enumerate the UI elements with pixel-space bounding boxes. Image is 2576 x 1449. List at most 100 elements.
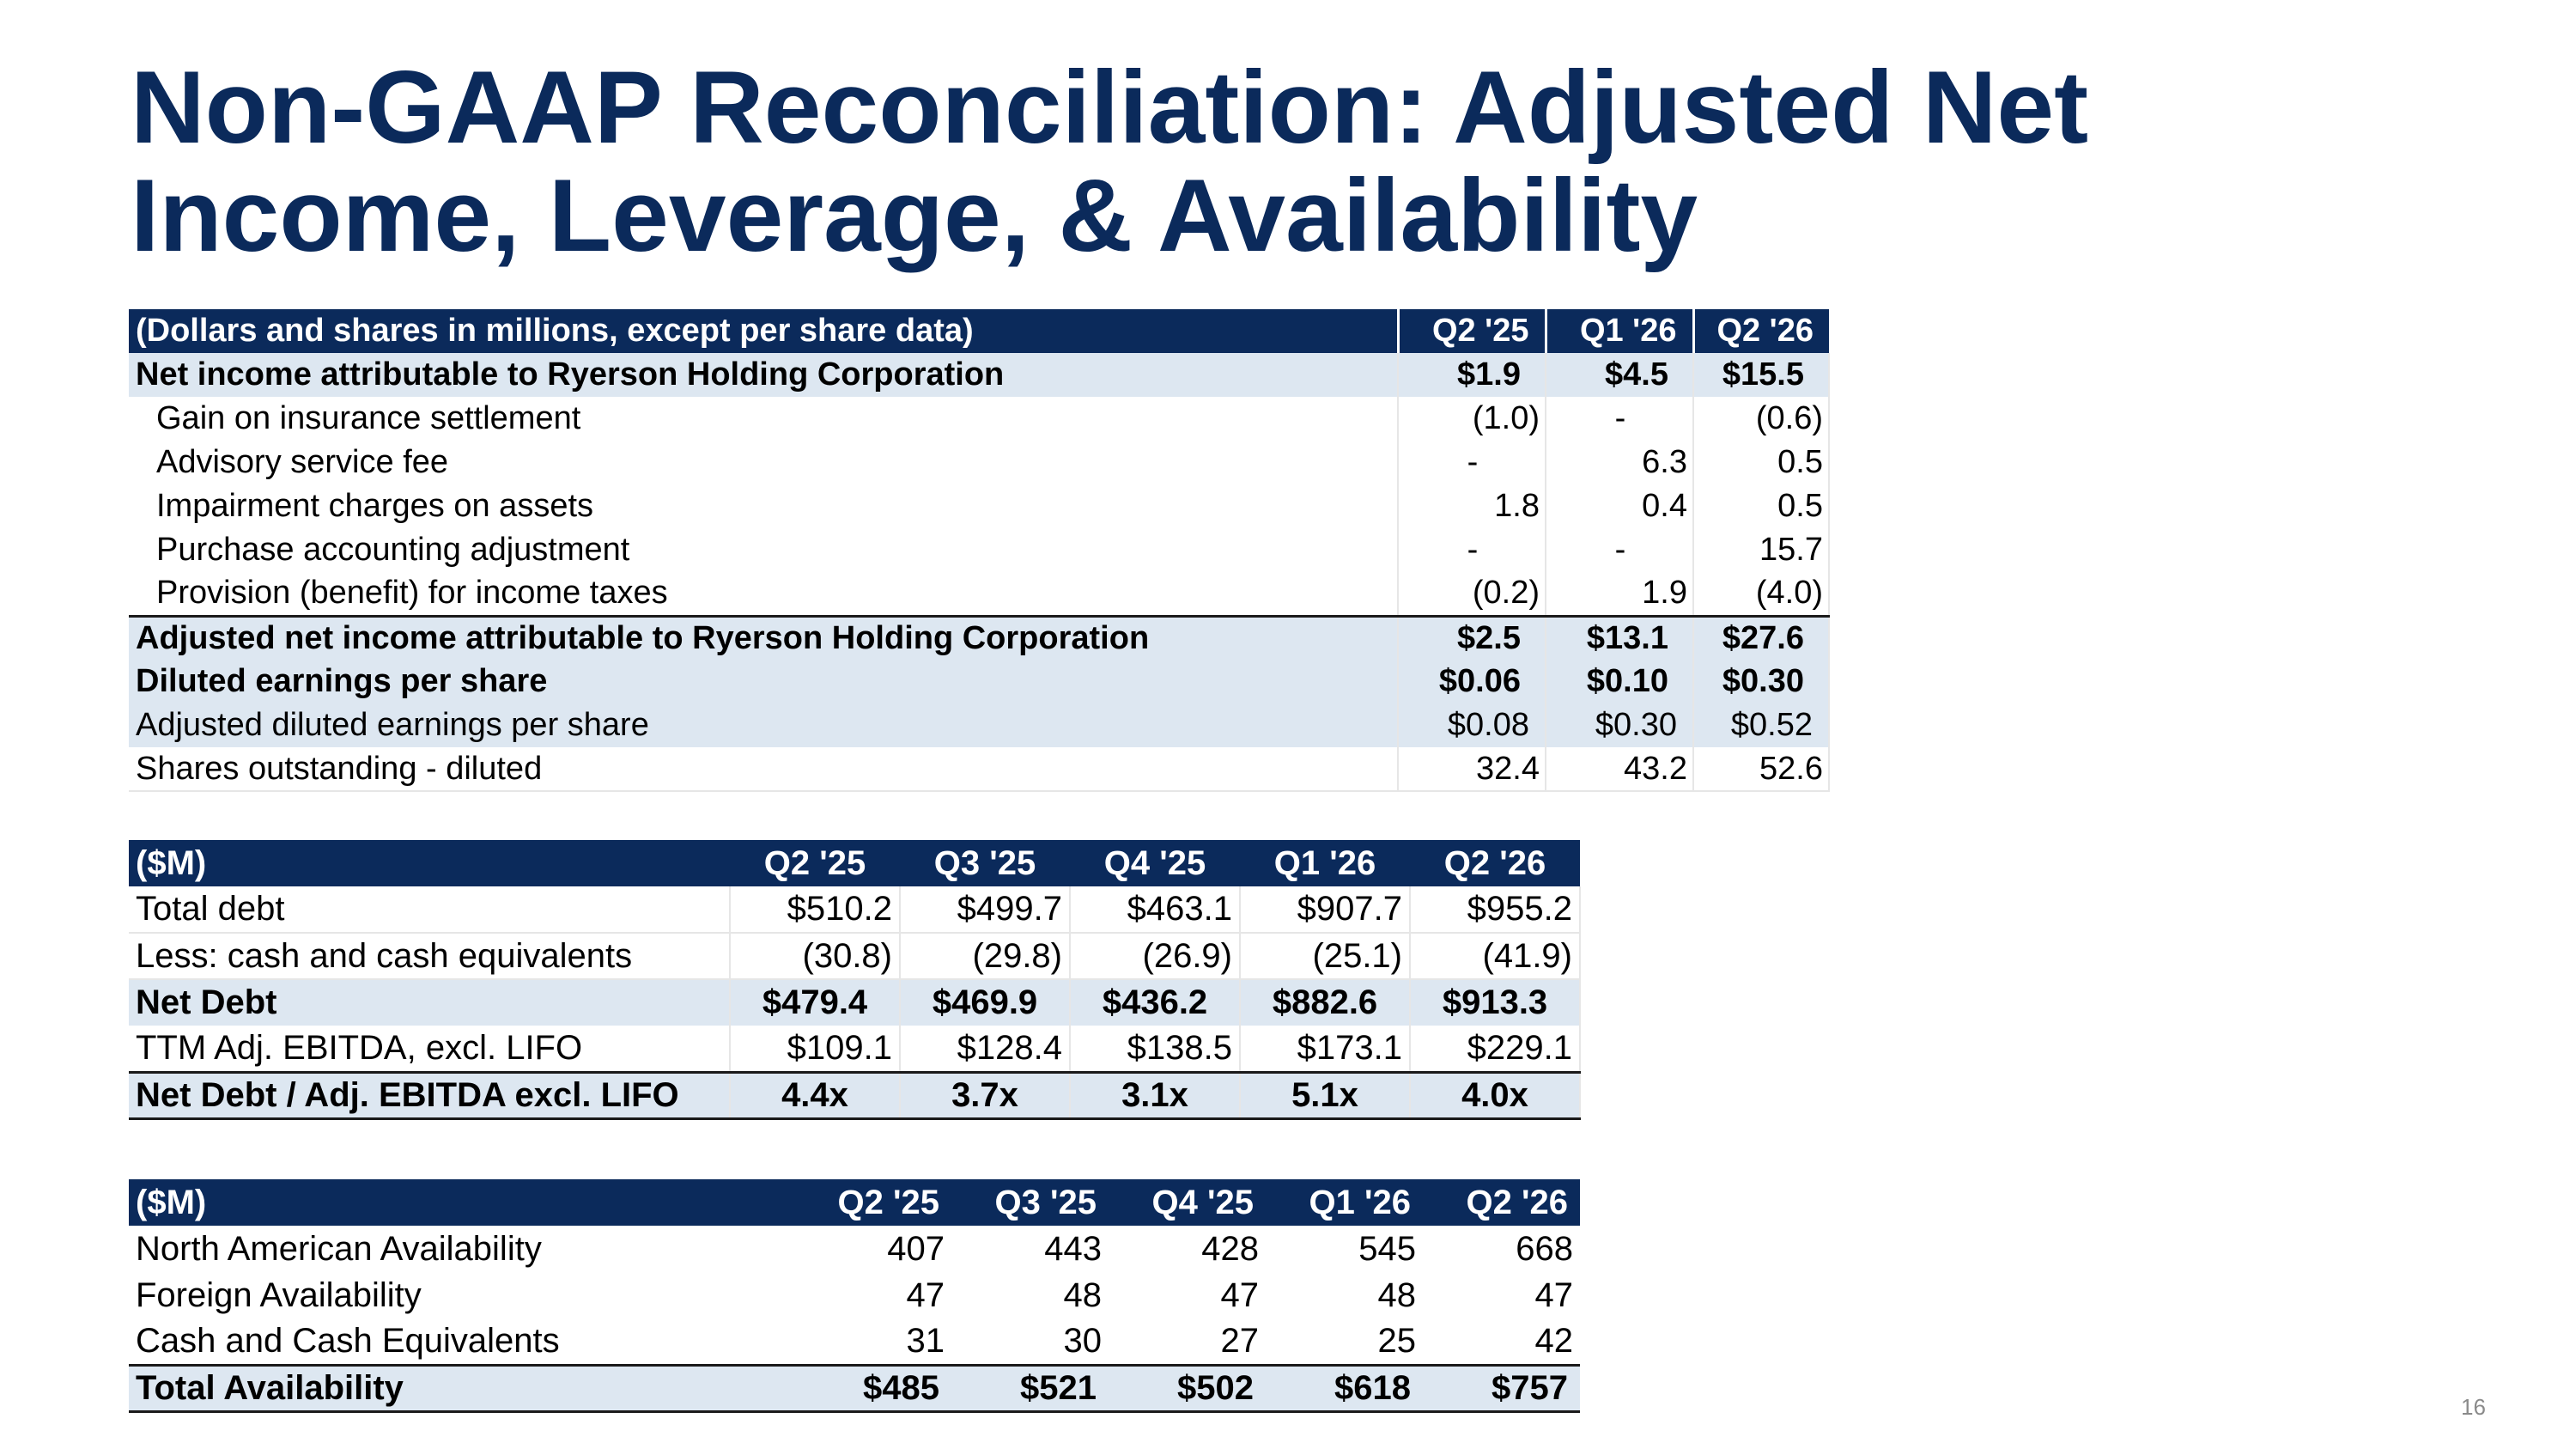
cell-value: 32.4	[1398, 747, 1546, 792]
table-row: North American Availability 407 443 428 …	[129, 1226, 1580, 1272]
adjusted-net-income-table: (Dollars and shares in millions, except …	[129, 309, 1830, 792]
row-label: Less: cash and cash equivalents	[129, 933, 731, 980]
header-cell-label: ($M)	[129, 1179, 794, 1226]
cell-value: $2.5	[1398, 614, 1546, 660]
table-row: Cash and Cash Equivalents 31 30 27 25 42	[129, 1318, 1580, 1365]
cell-value: $882.6	[1240, 979, 1411, 1026]
header-cell-label: (Dollars and shares in millions, except …	[129, 309, 1400, 353]
header-cell-q1-26: Q1 '26	[1546, 309, 1695, 353]
table-row: Less: cash and cash equivalents (30.8) (…	[129, 933, 1581, 980]
cell-value: 25	[1377, 1321, 1417, 1360]
cell-value: $463.1	[1070, 886, 1241, 934]
cell-value: (4.0)	[1693, 572, 1830, 616]
header-cell-q2-25: Q2 '25	[794, 1179, 951, 1226]
cell-value: 0.5	[1693, 484, 1830, 528]
cell-value: 1.9	[1546, 572, 1694, 616]
table-row: Advisory service fee - 6.3 0.5	[129, 441, 1830, 484]
cell-value: (30.8)	[730, 933, 901, 980]
cell-value: $0.52	[1693, 703, 1830, 747]
cell-value: $0.08	[1398, 703, 1546, 747]
table-row: Total debt $510.2 $499.7 $463.1 $907.7 $…	[129, 886, 1581, 934]
cell-value: (0.6)	[1693, 397, 1830, 441]
header-cell-q2-26: Q2 '26	[1423, 1179, 1580, 1226]
cell-value: 30	[1063, 1321, 1103, 1360]
cell-value: $1.9	[1398, 353, 1546, 397]
cell-value: $436.2	[1070, 979, 1241, 1026]
cell-value: 6.3	[1546, 441, 1694, 484]
cell-value: 4.4x	[730, 1070, 901, 1120]
table-header-row: (Dollars and shares in millions, except …	[129, 309, 1829, 353]
cell-value: 3.1x	[1070, 1070, 1241, 1120]
cell-value: (0.2)	[1398, 572, 1546, 616]
table-row: Net income attributable to Ryerson Holdi…	[129, 353, 1830, 397]
table-row: Purchase accounting adjustment - - 15.7	[129, 528, 1830, 572]
cell-value: $907.7	[1240, 886, 1411, 934]
row-label: Gain on insurance settlement	[129, 397, 1399, 441]
cell-value: $13.1	[1546, 614, 1694, 660]
header-cell-q2-26: Q2 '26	[1410, 840, 1580, 886]
cell-value: $138.5	[1070, 1026, 1241, 1073]
cell-value: $502	[1109, 1363, 1266, 1413]
cell-value: 3.7x	[900, 1070, 1071, 1120]
header-cell-q2-26: Q2 '26	[1693, 309, 1829, 353]
row-label: Adjusted net income attributable to Ryer…	[129, 614, 1399, 660]
cell-value: 42	[1534, 1321, 1574, 1360]
cell-value: 15.7	[1693, 528, 1830, 572]
cell-value: 43.2	[1546, 747, 1694, 792]
cell-value: $479.4	[730, 979, 901, 1026]
header-cell-q1-26: Q1 '26	[1266, 1179, 1423, 1226]
table-row: Total Availability $485 $521 $502 $618 $…	[129, 1363, 1580, 1413]
cell-value: $15.5	[1693, 353, 1830, 397]
cell-value: 47	[906, 1275, 945, 1314]
row-label: Net Debt	[129, 979, 731, 1026]
cell-value: $229.1	[1410, 1026, 1581, 1073]
cell-value: $4.5	[1546, 353, 1694, 397]
leverage-table: ($M) Q2 '25 Q3 '25 Q4 '25 Q1 '26 Q2 '26 …	[129, 840, 1581, 1120]
row-label: Shares outstanding - diluted	[129, 747, 1399, 792]
table-row: Foreign Availability 47 48 47 48 47	[129, 1272, 1580, 1318]
header-cell-q2-25: Q2 '25	[1398, 309, 1547, 353]
row-label: Advisory service fee	[129, 441, 1399, 484]
row-label: Provision (benefit) for income taxes	[129, 572, 1399, 616]
cell-value: 668	[1516, 1229, 1573, 1268]
cell-value: 443	[1044, 1229, 1102, 1268]
table-row: Provision (benefit) for income taxes (0.…	[129, 572, 1830, 616]
cell-value: (1.0)	[1398, 397, 1546, 441]
header-cell-q1-26: Q1 '26	[1240, 840, 1410, 886]
cell-value: 0.4	[1546, 484, 1694, 528]
cell-value: $0.06	[1398, 660, 1546, 703]
row-label: Foreign Availability	[136, 1275, 422, 1314]
cell-value: $913.3	[1410, 979, 1581, 1026]
row-label: Total Availability	[129, 1363, 794, 1413]
cell-value: 31	[906, 1321, 945, 1360]
table-row: Gain on insurance settlement (1.0) - (0.…	[129, 397, 1830, 441]
table-header-row: ($M) Q2 '25 Q3 '25 Q4 '25 Q1 '26 Q2 '26	[129, 1179, 1580, 1226]
row-label: Adjusted diluted earnings per share	[129, 703, 1399, 747]
cell-value: -	[1546, 528, 1694, 572]
cell-value: $27.6	[1693, 614, 1830, 660]
cell-value: (26.9)	[1070, 933, 1241, 980]
cell-value: 27	[1220, 1321, 1260, 1360]
cell-value: 407	[887, 1229, 945, 1268]
cell-value: $0.30	[1546, 703, 1694, 747]
table-row: Impairment charges on assets 1.8 0.4 0.5	[129, 484, 1830, 528]
header-cell-q2-25: Q2 '25	[730, 840, 900, 886]
row-label: Impairment charges on assets	[129, 484, 1399, 528]
cell-value: 47	[1534, 1275, 1574, 1314]
header-cell-q4-25: Q4 '25	[1109, 1179, 1266, 1226]
cell-value: $128.4	[900, 1026, 1071, 1073]
cell-value: 5.1x	[1240, 1070, 1411, 1120]
row-label: North American Availability	[136, 1229, 542, 1268]
cell-value: 48	[1377, 1275, 1417, 1314]
header-cell-q3-25: Q3 '25	[951, 1179, 1109, 1226]
table-row: Adjusted diluted earnings per share $0.0…	[129, 703, 1830, 747]
cell-value: 48	[1063, 1275, 1103, 1314]
table-row: Net Debt / Adj. EBITDA excl. LIFO 4.4x 3…	[129, 1070, 1581, 1120]
cell-value: (41.9)	[1410, 933, 1581, 980]
cell-value: $955.2	[1410, 886, 1581, 934]
row-label: Diluted earnings per share	[129, 660, 1399, 703]
header-cell-label: ($M)	[129, 840, 730, 886]
availability-table: ($M) Q2 '25 Q3 '25 Q4 '25 Q1 '26 Q2 '26 …	[129, 1179, 1580, 1413]
cell-value: 52.6	[1693, 747, 1830, 792]
cell-value: $109.1	[730, 1026, 901, 1073]
